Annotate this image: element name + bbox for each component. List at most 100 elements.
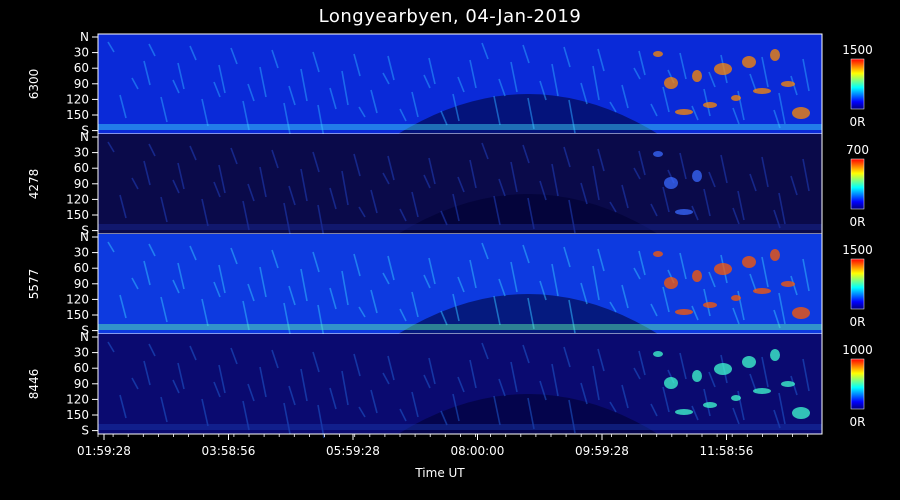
bright-patch: [714, 363, 732, 375]
x-tick-label: 05:59:28: [326, 444, 380, 458]
aurora-streak: [539, 180, 547, 201]
aurora-streak: [382, 272, 390, 285]
channel-label: 8446: [27, 369, 41, 400]
aurora-streak: [778, 392, 786, 425]
aurora-streak: [423, 174, 431, 189]
aurora-streak: [172, 379, 180, 394]
aurora-streak: [802, 158, 810, 192]
aurora-streak: [481, 242, 489, 260]
aurora-streak: [317, 104, 325, 139]
bright-patch: [731, 295, 741, 301]
y-tick-label: N: [80, 230, 89, 244]
aurora-streak: [160, 196, 168, 223]
aurora-streak: [452, 193, 460, 222]
colorbar-6300: 1500 0R: [842, 43, 873, 129]
horizon-band: [98, 124, 822, 130]
aurora-streak: [592, 265, 600, 301]
aurora-streak: [312, 151, 320, 173]
bright-patch: [653, 151, 663, 157]
y-tick-label: 30: [74, 246, 89, 260]
aurora-streak: [189, 245, 197, 261]
y-tick-label: S: [81, 324, 89, 338]
aurora-streak: [247, 283, 255, 302]
aurora-streak: [382, 72, 390, 85]
aurora-streak: [143, 260, 151, 286]
aurora-streak: [317, 204, 325, 239]
aurora-streak: [177, 62, 185, 90]
bright-patch: [703, 402, 717, 408]
aurora-streak: [761, 156, 769, 188]
aurora-streak: [283, 202, 291, 235]
aurora-streak: [609, 101, 617, 113]
colorbar-min-label: 0R: [850, 215, 866, 229]
aurora-streak: [592, 65, 600, 101]
colorbar-max-label: 700: [846, 143, 869, 157]
bright-patch: [792, 307, 810, 319]
aurora-streak: [732, 307, 740, 325]
x-axis-label: Time UT: [415, 466, 465, 480]
aurora-streak: [329, 287, 337, 310]
aurora-streak: [469, 359, 477, 389]
aurora-streak: [107, 341, 115, 353]
aurora-streak: [679, 52, 687, 80]
aurora-streak: [638, 150, 646, 176]
aurora-streak: [732, 207, 740, 225]
aurora-streak: [411, 391, 419, 418]
aurora-streak: [493, 195, 501, 226]
aurora-streak: [761, 356, 769, 388]
y-tick-label: S: [81, 424, 89, 438]
aurora-streak: [527, 97, 535, 130]
x-tick-label: 03:58:56: [202, 444, 256, 458]
x-tick-label: 01:59:28: [77, 444, 131, 458]
aurora-streak: [143, 160, 151, 186]
horizon-band: [98, 424, 822, 430]
aurora-streak: [172, 79, 180, 94]
aurora-streak: [708, 371, 716, 388]
aurora-streak: [778, 292, 786, 325]
aurora-streak: [317, 304, 325, 339]
y-tick-label: N: [80, 130, 89, 144]
y-tick-label: 60: [74, 261, 89, 275]
aurora-streak: [662, 286, 670, 313]
aurora-streak: [189, 345, 197, 361]
aurora-streak: [498, 378, 506, 397]
aurora-streak: [580, 382, 588, 405]
aurora-streak: [119, 294, 127, 319]
aurora-streak: [119, 394, 127, 419]
aurora-streak: [737, 190, 745, 221]
horizon-band: [98, 224, 822, 230]
y-tick-label: 150: [66, 308, 89, 322]
aurora-streak: [708, 71, 716, 88]
aurora-streak: [452, 293, 460, 322]
aurora-streak: [312, 251, 320, 273]
aurora-streak: [387, 55, 395, 81]
aurora-streak: [148, 143, 156, 157]
aurora-streak: [638, 350, 646, 376]
aurora-streak: [230, 347, 238, 365]
aurora-streak: [457, 76, 465, 93]
aurora-streak: [493, 95, 501, 126]
dark-region: [398, 194, 658, 234]
aurora-streak: [481, 342, 489, 360]
aurora-streak: [551, 163, 559, 197]
aurora-streak: [288, 85, 296, 106]
colorbar-max-label: 1500: [842, 43, 873, 57]
y-tick-label: S: [81, 224, 89, 238]
colorbar-4278: 700 0R: [846, 143, 869, 229]
aurora-streak: [353, 153, 361, 177]
y-tick-label: 120: [66, 292, 89, 306]
aurora-streak: [160, 96, 168, 123]
aurora-streak: [131, 77, 139, 90]
bright-patch: [653, 51, 663, 57]
aurora-streak: [230, 47, 238, 65]
aurora-streak: [510, 261, 518, 293]
aurora-streak: [218, 164, 226, 194]
bright-patch: [770, 249, 780, 261]
aurora-streak: [749, 73, 757, 92]
aurora-streak: [592, 365, 600, 401]
y-tick-label: 90: [74, 277, 89, 291]
bright-patch: [664, 377, 678, 389]
aurora-streak: [510, 161, 518, 193]
aurora-streak: [271, 249, 279, 269]
